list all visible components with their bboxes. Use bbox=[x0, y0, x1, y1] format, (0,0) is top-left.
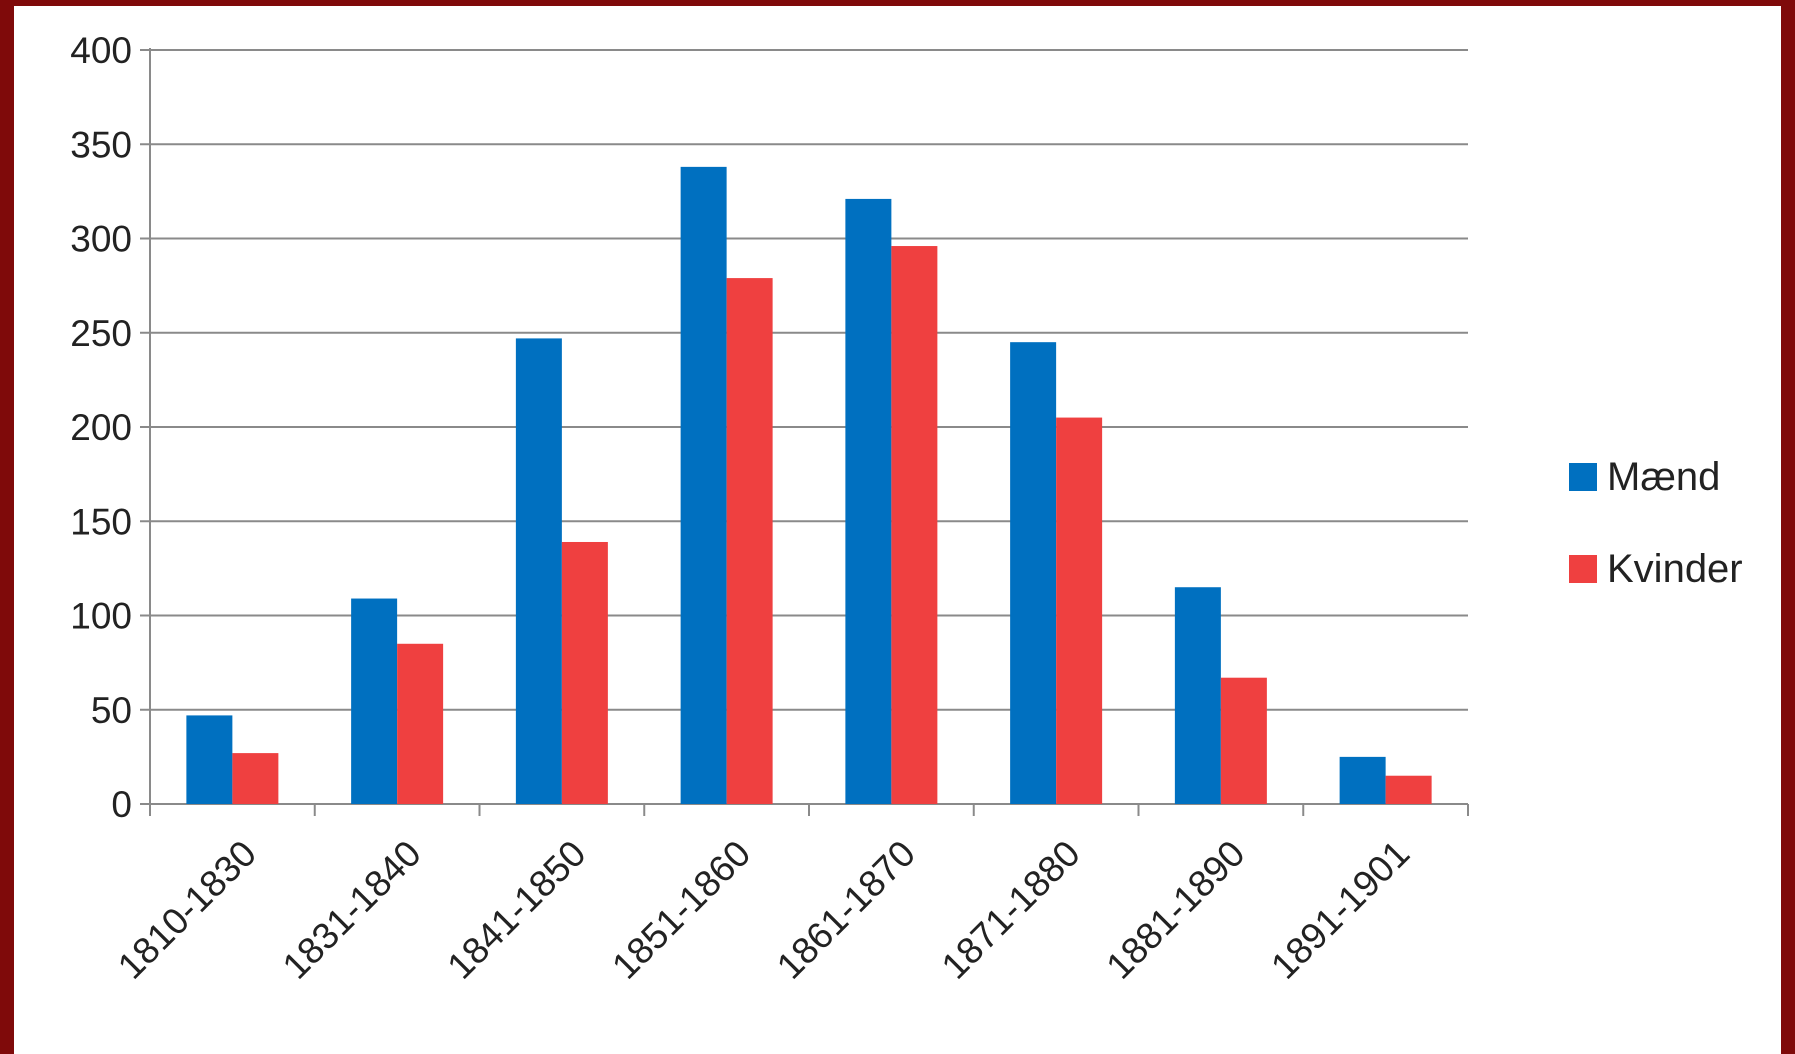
legend-swatch bbox=[1569, 463, 1597, 491]
y-tick-label: 50 bbox=[91, 690, 132, 731]
x-tick-label: 1861-1870 bbox=[769, 833, 923, 987]
bar-kvinder bbox=[232, 753, 279, 804]
bar-kvinder bbox=[1220, 677, 1267, 804]
chart-frame: 0 50 100 150 200 250 300 350 400 1810-1830 1831-18… bbox=[14, 6, 1781, 1054]
bar-kvinder bbox=[1056, 417, 1103, 804]
y-tick-label: 200 bbox=[70, 407, 132, 448]
bar-maend bbox=[1174, 587, 1221, 804]
x-tick-label: 1881-1890 bbox=[1098, 833, 1252, 987]
bar-maend bbox=[1010, 342, 1057, 804]
bar-kvinder bbox=[891, 246, 938, 805]
bar-kvinder bbox=[726, 278, 773, 805]
bar-maend bbox=[186, 715, 233, 804]
bar-kvinder bbox=[561, 541, 608, 804]
y-tick-label: 350 bbox=[70, 124, 132, 165]
legend-swatch bbox=[1569, 555, 1597, 583]
y-tick-label: 100 bbox=[70, 596, 132, 637]
y-tick-label: 400 bbox=[70, 30, 132, 71]
y-tick-label: 250 bbox=[70, 313, 132, 354]
bar-maend bbox=[845, 198, 892, 805]
bar-maend bbox=[1339, 756, 1386, 804]
x-tick-label: 1841-1850 bbox=[439, 833, 593, 987]
bar-maend bbox=[680, 166, 727, 804]
bar-maend bbox=[515, 338, 562, 804]
y-tick-label: 300 bbox=[70, 219, 132, 260]
y-tick-label: 150 bbox=[70, 501, 132, 542]
legend-label: Mænd bbox=[1607, 455, 1720, 499]
bar-kvinder bbox=[397, 643, 444, 804]
bar-kvinder bbox=[1385, 775, 1432, 804]
x-tick-label: 1831-1840 bbox=[275, 833, 429, 987]
x-tick-label: 1851-1860 bbox=[604, 833, 758, 987]
x-tick-label: 1810-1830 bbox=[110, 833, 264, 987]
x-tick-label: 1871-1880 bbox=[934, 833, 1088, 987]
x-tick-label: 1891-1901 bbox=[1263, 833, 1417, 987]
y-tick-label: 0 bbox=[111, 784, 132, 825]
bar-chart: 0 50 100 150 200 250 300 350 400 1810-1830 1831-18… bbox=[70, 30, 1743, 987]
bar-maend bbox=[351, 598, 398, 804]
legend-label: Kvinder bbox=[1607, 547, 1743, 591]
